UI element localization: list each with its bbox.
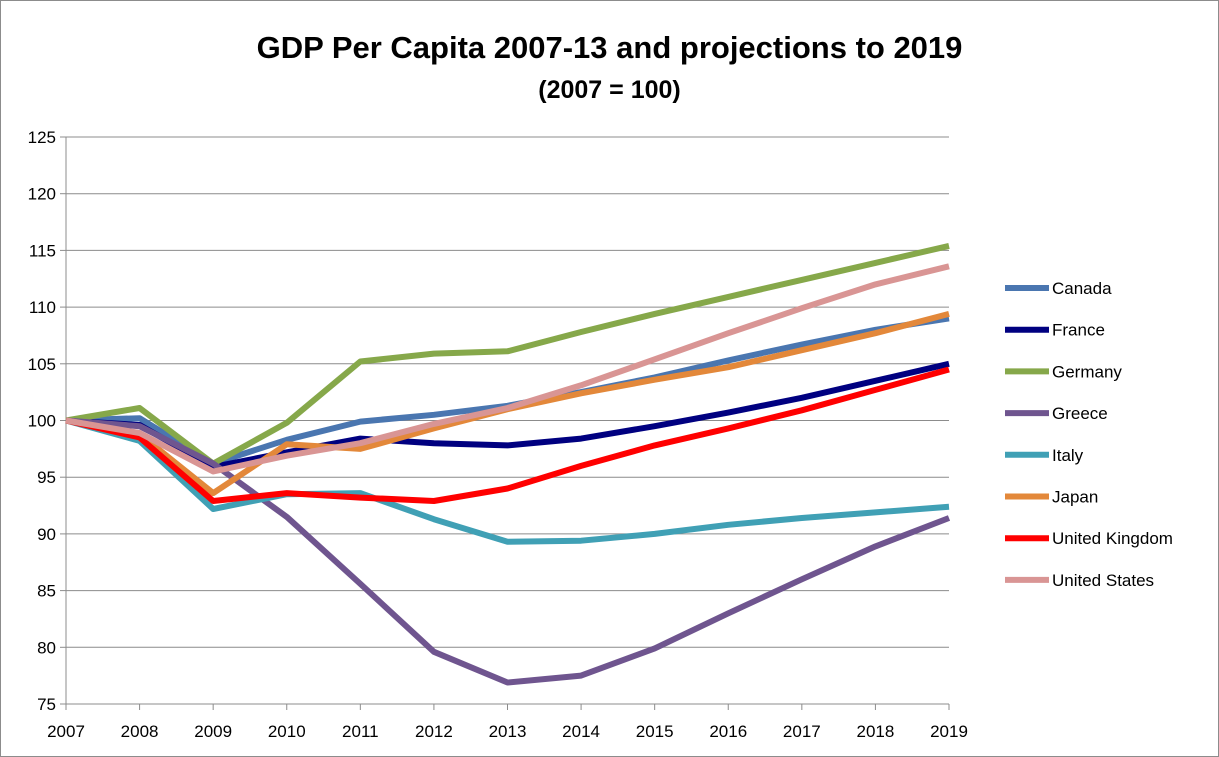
axes: 75 80 85 90 95 100 105 110 115 120 125 2007 2008 2009… (28, 128, 968, 741)
y-tick-label: 120 (28, 185, 56, 204)
x-tick-label: 2007 (47, 722, 85, 741)
series-line-united-states (65, 263, 950, 475)
x-tick-label: 2011 (342, 722, 379, 741)
series-line-greece (65, 417, 951, 686)
x-tick-label: 2012 (415, 722, 453, 741)
legend-label-united-states: United States (1052, 571, 1154, 590)
legend-label-united-kingdom: United Kingdom (1052, 529, 1173, 548)
y-tick-label: 75 (37, 695, 56, 714)
x-tick-label: 2015 (636, 722, 674, 741)
series-line-united-kingdom (65, 366, 950, 504)
x-tick-label: 2013 (489, 722, 527, 741)
y-tick-label: 105 (28, 355, 56, 374)
legend-label-italy: Italy (1052, 446, 1084, 465)
y-tick-label: 85 (37, 582, 56, 601)
legend-label-japan: Japan (1052, 488, 1098, 507)
gridlines (66, 136, 949, 648)
y-tick-label: 125 (28, 128, 56, 147)
chart-subtitle: (2007 = 100) (538, 76, 681, 104)
x-tick-label: 2019 (930, 722, 968, 741)
y-tick-label: 110 (29, 298, 56, 317)
legend-label-germany: Germany (1052, 362, 1122, 381)
x-tick-label: 2008 (121, 722, 159, 741)
legend: Canada France Germany Greece Italy Japan Unite… (1005, 279, 1173, 590)
y-tick-label: 90 (37, 525, 56, 544)
y-tick-label: 115 (29, 241, 56, 260)
y-tick-label: 95 (37, 468, 56, 487)
series-line-germany (65, 242, 950, 467)
legend-label-france: France (1052, 321, 1105, 340)
y-tick-label: 80 (37, 638, 56, 657)
series-lines (65, 242, 951, 686)
chart-title: GDP Per Capita 2007-13 and projections t… (256, 30, 963, 65)
y-tick-label: 100 (28, 412, 56, 431)
legend-label-canada: Canada (1052, 279, 1112, 298)
x-tick-label: 2009 (194, 722, 232, 741)
x-tick-label: 2016 (709, 722, 747, 741)
x-tick-label: 2018 (857, 722, 895, 741)
x-tick-label: 2014 (562, 722, 600, 741)
x-tick-label: 2010 (268, 722, 306, 741)
x-tick-label: 2017 (783, 722, 821, 741)
series-line-italy (65, 417, 950, 545)
legend-label-greece: Greece (1052, 404, 1108, 423)
series-line-canada (65, 315, 950, 467)
